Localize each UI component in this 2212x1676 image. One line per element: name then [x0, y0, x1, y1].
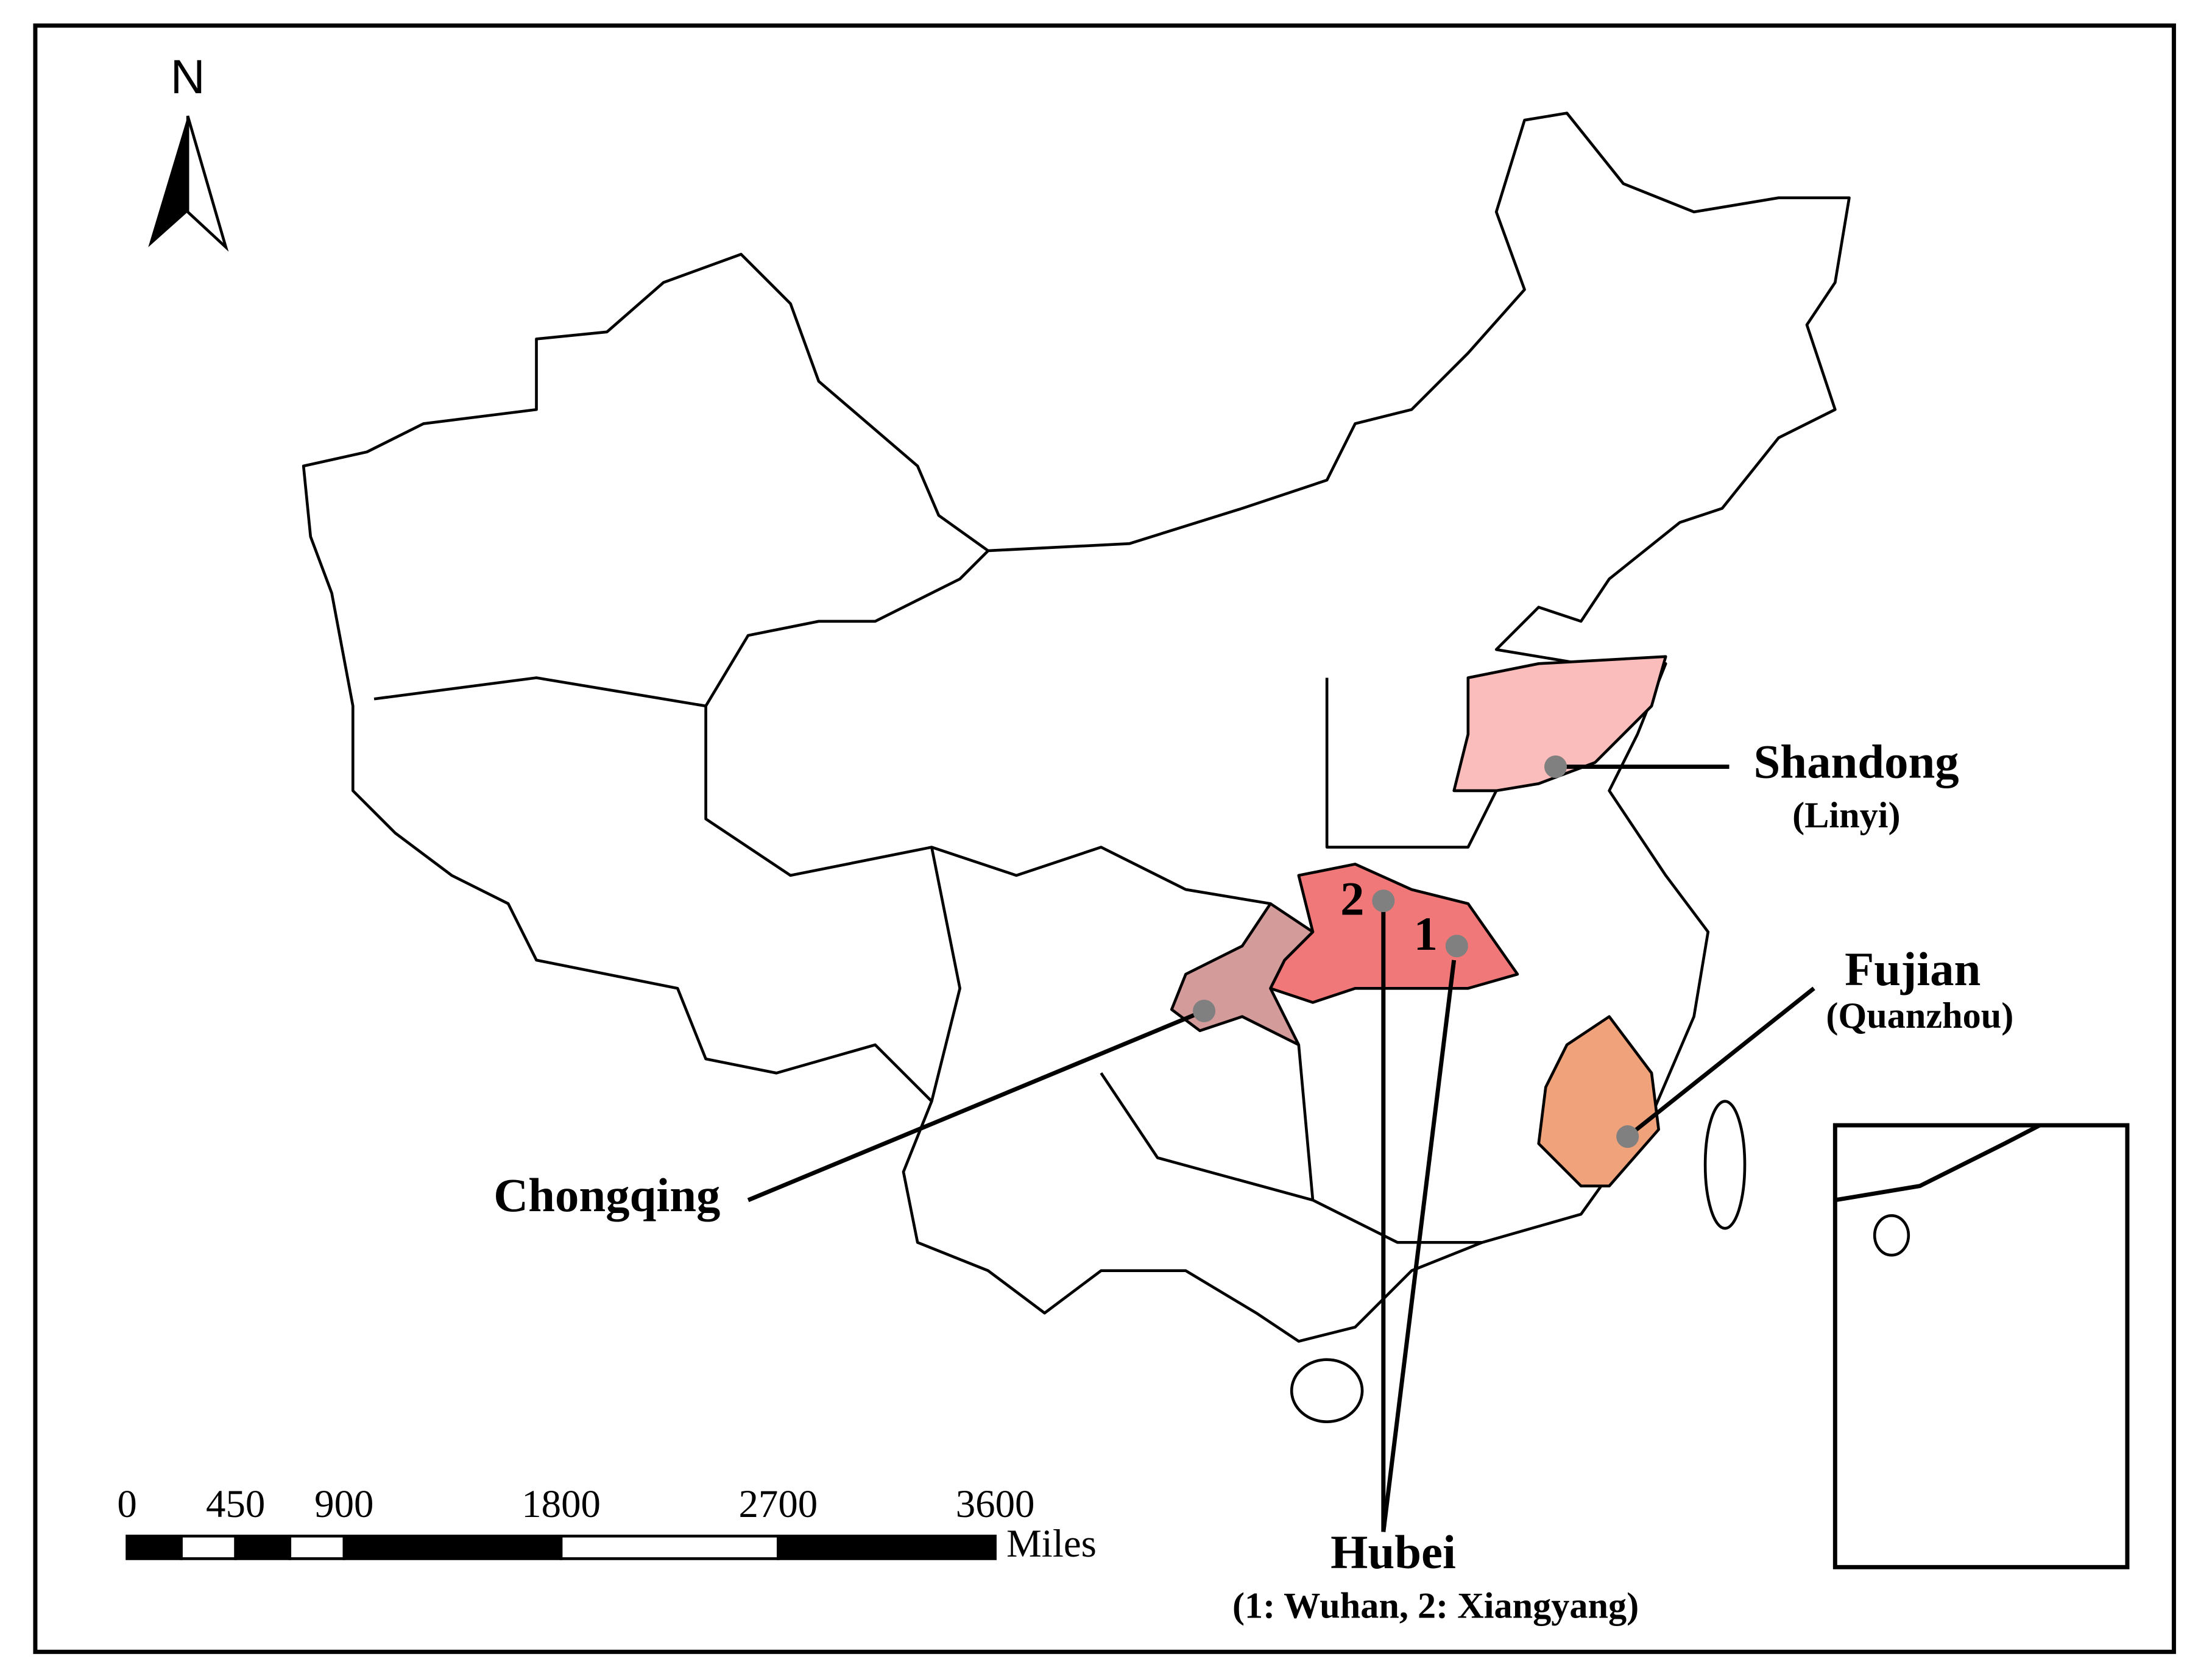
leader-line	[1626, 986, 1815, 1139]
inset-map	[1832, 1123, 2130, 1569]
city-dot	[1372, 889, 1395, 913]
leader-line	[747, 1009, 1205, 1203]
city-dot	[1544, 755, 1567, 779]
city-dot	[1445, 935, 1468, 958]
scale-segment	[342, 1535, 563, 1560]
region-label: Hubei	[1330, 1526, 1456, 1579]
leader-line	[1381, 960, 1457, 1532]
scale-tick-label: 1800	[521, 1482, 601, 1526]
scale-tick-label: 3600	[956, 1482, 1035, 1526]
hainan	[1290, 1358, 1364, 1423]
north-arrow	[186, 115, 229, 252]
scale-segment	[180, 1535, 237, 1560]
province-border	[1100, 1072, 1313, 1202]
scale-segment	[234, 1535, 292, 1560]
north-label: N	[171, 50, 205, 104]
scale-segment	[559, 1535, 780, 1560]
province-border	[1325, 677, 1498, 849]
scale-segment	[777, 1535, 997, 1560]
scale-tick-label: 2700	[738, 1482, 818, 1526]
province-border	[1297, 1044, 1483, 1244]
city-dot	[1616, 1125, 1639, 1148]
point-label: 1	[1414, 908, 1438, 961]
region-label: Chongqing	[493, 1169, 720, 1222]
province-border	[704, 705, 1271, 905]
city-dot	[1193, 999, 1216, 1022]
region-label: Shandong	[1753, 736, 1959, 789]
country-outline	[302, 111, 1851, 1343]
scale-segment	[288, 1535, 346, 1560]
city-label: (Linyi)	[1792, 795, 1900, 836]
scale-segment	[125, 1535, 183, 1560]
scale-tick-label: 900	[314, 1482, 373, 1526]
scale-tick-label: 0	[117, 1482, 136, 1526]
inset-coast	[1834, 1123, 2041, 1203]
scale-tick-label: 450	[206, 1482, 265, 1526]
city-label: (Quanzhou)	[1826, 995, 2013, 1036]
province-border	[930, 847, 961, 1102]
point-label: 2	[1340, 872, 1364, 925]
city-label: (1: Wuhan, 2: Xiangyang)	[1232, 1586, 1639, 1627]
province-border	[373, 550, 989, 708]
inset-island	[1873, 1214, 1910, 1257]
taiwan	[1703, 1100, 1747, 1230]
region-shandong	[1452, 655, 1667, 793]
scale-unit: Miles	[1006, 1522, 1097, 1566]
region-label: Fujian	[1845, 943, 1981, 996]
